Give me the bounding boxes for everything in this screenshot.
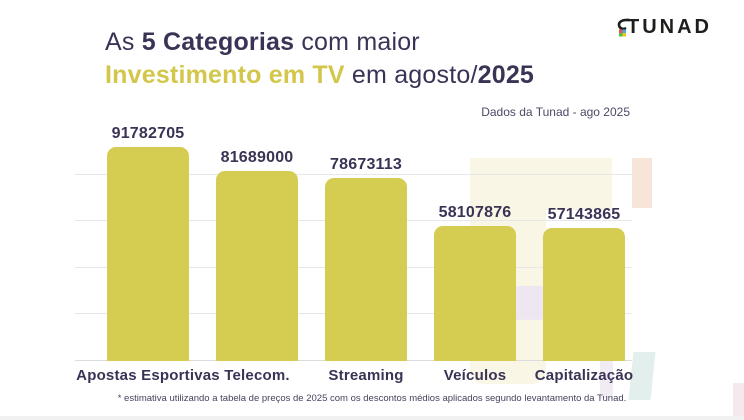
title-line-1: As 5 Categorias com maior xyxy=(105,26,534,59)
bar-value-label: 91782705 xyxy=(111,125,185,143)
category-label: Apostas Esportivas xyxy=(76,367,220,384)
bar-apostas-esportivas xyxy=(107,147,189,361)
bar-value-label: 78673113 xyxy=(330,155,402,173)
logo-hook-icon xyxy=(617,18,630,37)
category-label: Streaming xyxy=(328,367,404,384)
title-text: com maior xyxy=(294,28,420,56)
bar-capitaliza-o xyxy=(543,227,625,361)
bar-ve-culos xyxy=(434,225,516,361)
bar-chart: 91782705 81689000 78673113 58107876 57143865… xyxy=(75,125,634,398)
category-label: Telecom. xyxy=(224,367,290,384)
watermark-shape-salmon xyxy=(632,158,652,208)
footnote: * estimativa utilizando a tabela de preç… xyxy=(117,393,627,404)
title-text-accent: Investimento em TV xyxy=(105,61,345,89)
bar-chart-plot: 91782705 81689000 78673113 58107876 57143865 xyxy=(75,125,632,361)
title-text-bold: 2025 xyxy=(477,61,535,89)
bar-telecom- xyxy=(216,170,298,361)
category-label: Capitalização xyxy=(534,367,634,384)
title-text: em agosto/ xyxy=(344,61,478,89)
tunad-logo: TUNAD xyxy=(616,16,712,39)
bar-streaming xyxy=(325,177,407,361)
bar-value-label: 57143865 xyxy=(547,205,621,223)
watermark-shape-lavender-bottom xyxy=(600,360,613,398)
logo-wordmark: TUNAD xyxy=(627,16,712,38)
title-text-bold: 5 Categorias xyxy=(141,28,295,56)
bar-value-label: 81689000 xyxy=(220,148,294,166)
bar-value-label: 58107876 xyxy=(438,203,512,221)
watermark-shape-pink-corner xyxy=(733,383,744,417)
gridline xyxy=(75,173,632,175)
page-title: As 5 Categorias com maior Investimento e… xyxy=(105,26,534,92)
title-line-2: Investimento em TV em agosto/2025 xyxy=(105,59,534,92)
category-label: Veículos xyxy=(443,367,507,384)
title-text: As xyxy=(105,28,142,56)
chart-source-note: Dados da Tunad - ago 2025 xyxy=(481,105,630,119)
slide-bottom-edge xyxy=(0,416,744,420)
